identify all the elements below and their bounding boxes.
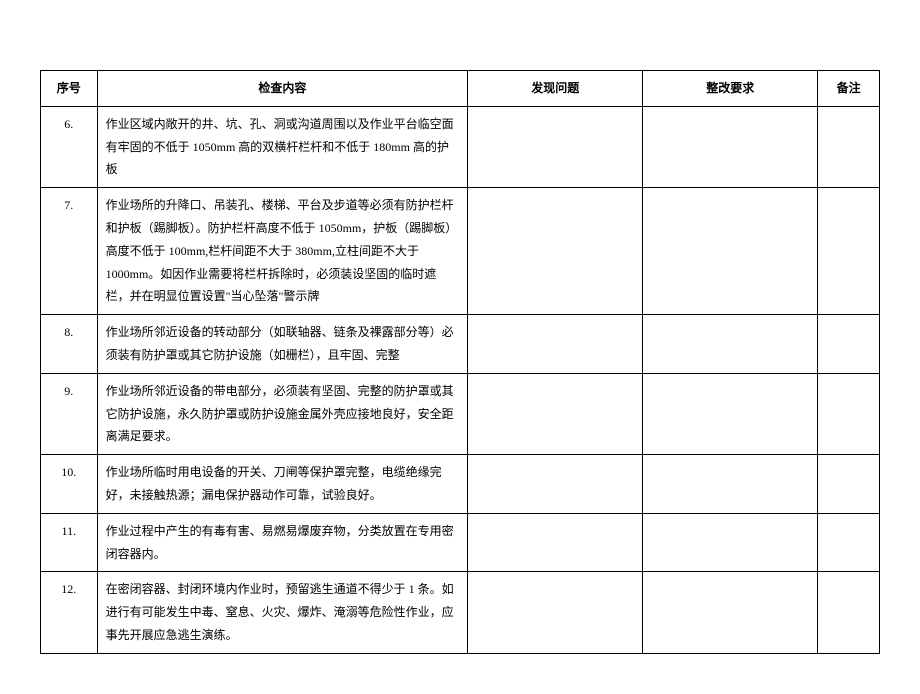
cell-problem [468,513,643,572]
cell-problem [468,455,643,514]
cell-seq: 7. [41,188,98,315]
header-problem: 发现问题 [468,71,643,107]
header-content: 检查内容 [97,71,468,107]
cell-requirement [643,315,818,374]
cell-requirement [643,188,818,315]
cell-content: 作业场所临时用电设备的开关、刀闸等保护罩完整，电缆绝缘完好，未接触热源；漏电保护… [97,455,468,514]
table-body: 6. 作业区域内敞开的井、坑、孔、洞或沟道周围以及作业平台临空面有牢固的不低于 … [41,106,880,653]
cell-remark [818,513,880,572]
cell-remark [818,188,880,315]
cell-content: 作业场所的升降口、吊装孔、楼梯、平台及步道等必须有防护栏杆和护板（踢脚板）。防护… [97,188,468,315]
cell-remark [818,315,880,374]
cell-problem [468,373,643,454]
cell-requirement [643,513,818,572]
cell-content: 作业场所邻近设备的转动部分（如联轴器、链条及裸露部分等）必须装有防护罩或其它防护… [97,315,468,374]
cell-remark [818,373,880,454]
cell-problem [468,315,643,374]
cell-requirement [643,455,818,514]
cell-content: 作业场所邻近设备的带电部分，必须装有坚固、完整的防护罩或其它防护设施，永久防护罩… [97,373,468,454]
cell-requirement [643,373,818,454]
cell-problem [468,106,643,187]
cell-seq: 12. [41,572,98,653]
cell-seq: 11. [41,513,98,572]
cell-remark [818,572,880,653]
cell-content: 作业区域内敞开的井、坑、孔、洞或沟道周围以及作业平台临空面有牢固的不低于 105… [97,106,468,187]
cell-requirement [643,572,818,653]
header-seq: 序号 [41,71,98,107]
cell-requirement [643,106,818,187]
cell-content: 作业过程中产生的有毒有害、易燃易爆废弃物，分类放置在专用密闭容器内。 [97,513,468,572]
cell-content: 在密闭容器、封闭环境内作业时，预留逃生通道不得少于 1 条。如进行有可能发生中毒… [97,572,468,653]
table-row: 10. 作业场所临时用电设备的开关、刀闸等保护罩完整，电缆绝缘完好，未接触热源；… [41,455,880,514]
table-row: 8. 作业场所邻近设备的转动部分（如联轴器、链条及裸露部分等）必须装有防护罩或其… [41,315,880,374]
cell-seq: 10. [41,455,98,514]
cell-seq: 8. [41,315,98,374]
table-row: 12. 在密闭容器、封闭环境内作业时，预留逃生通道不得少于 1 条。如进行有可能… [41,572,880,653]
cell-seq: 6. [41,106,98,187]
header-remark: 备注 [818,71,880,107]
table-row: 6. 作业区域内敞开的井、坑、孔、洞或沟道周围以及作业平台临空面有牢固的不低于 … [41,106,880,187]
cell-remark [818,106,880,187]
cell-problem [468,188,643,315]
cell-seq: 9. [41,373,98,454]
table-row: 9. 作业场所邻近设备的带电部分，必须装有坚固、完整的防护罩或其它防护设施，永久… [41,373,880,454]
cell-problem [468,572,643,653]
table-row: 11. 作业过程中产生的有毒有害、易燃易爆废弃物，分类放置在专用密闭容器内。 [41,513,880,572]
inspection-table: 序号 检查内容 发现问题 整改要求 备注 6. 作业区域内敞开的井、坑、孔、洞或… [40,70,880,654]
header-requirement: 整改要求 [643,71,818,107]
table-row: 7. 作业场所的升降口、吊装孔、楼梯、平台及步道等必须有防护栏杆和护板（踢脚板）… [41,188,880,315]
cell-remark [818,455,880,514]
table-header-row: 序号 检查内容 发现问题 整改要求 备注 [41,71,880,107]
